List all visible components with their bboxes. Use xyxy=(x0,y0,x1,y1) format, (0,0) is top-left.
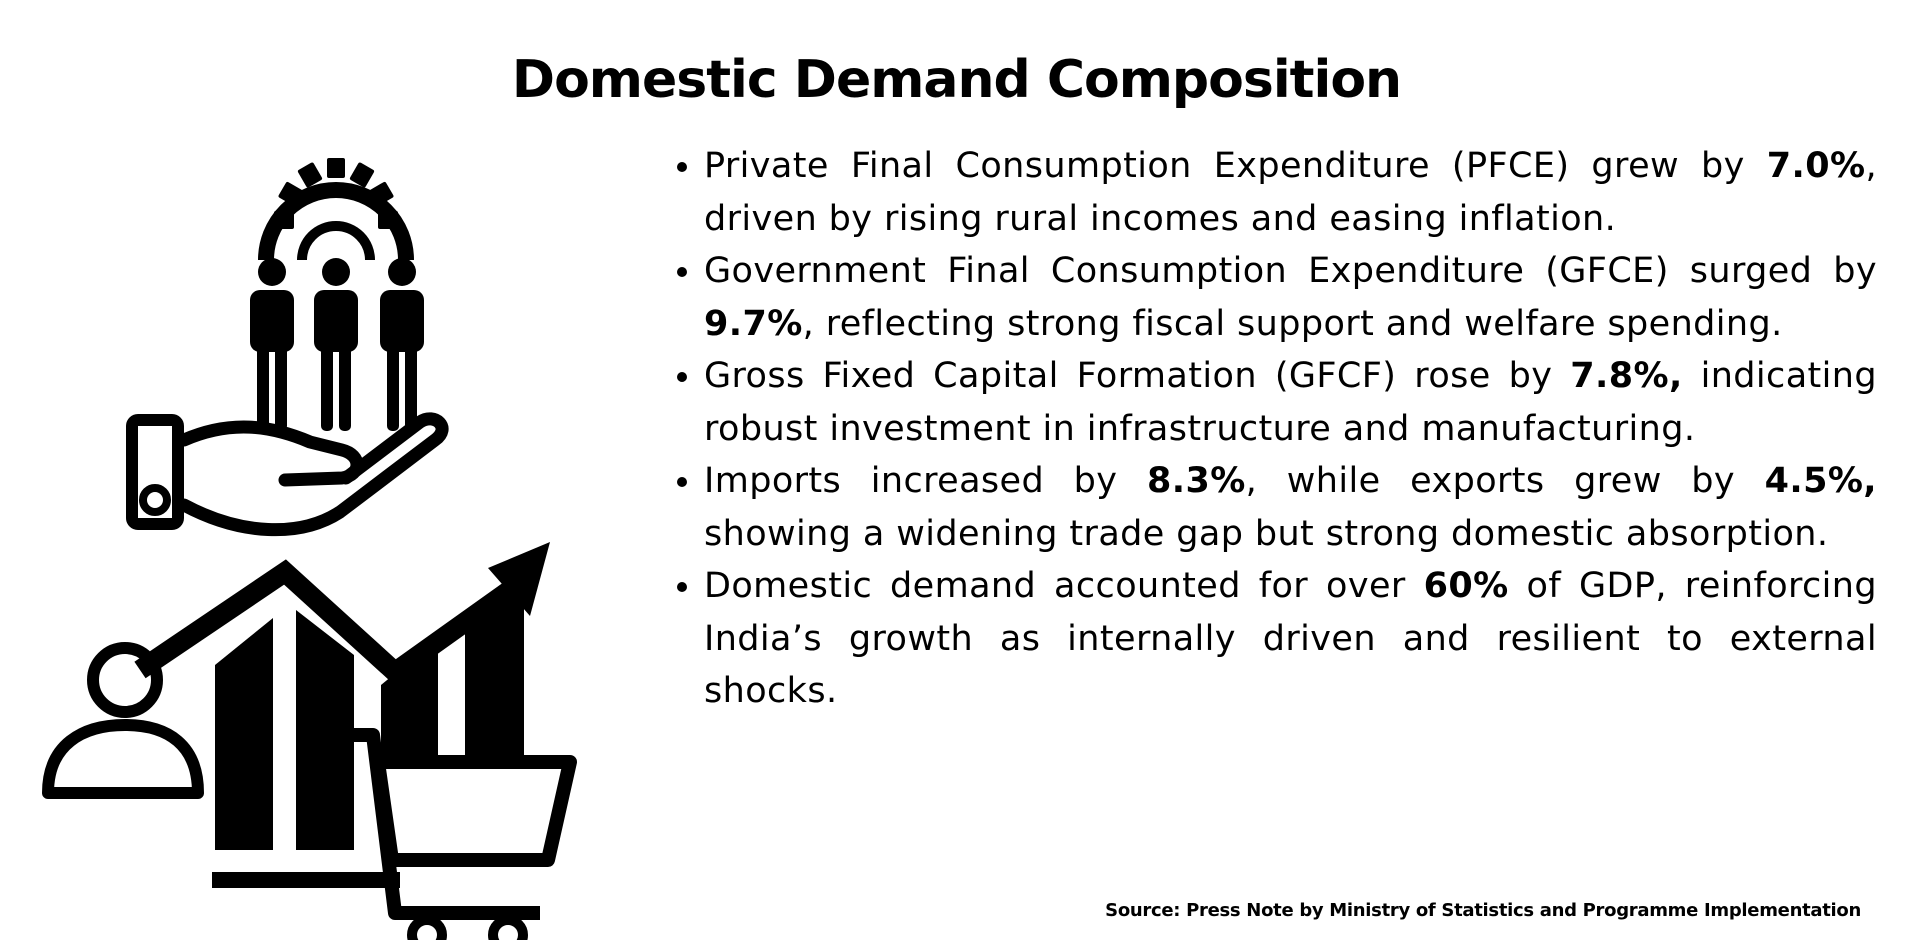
bullet-highlight: 7.0% xyxy=(1766,146,1866,186)
bullet-text: Domestic demand accounted for over xyxy=(704,566,1424,606)
demand-illustration xyxy=(42,158,577,940)
bullet-text: , while exports grew by xyxy=(1245,461,1765,501)
bullet-text: showing a widening trade gap but strong … xyxy=(704,513,1829,554)
trend-arrow-icon xyxy=(134,542,550,685)
bullet-item: Gross Fixed Capital Formation (GFCF) ros… xyxy=(704,350,1877,455)
bullet-text: Imports increased by xyxy=(704,461,1147,501)
person-icon xyxy=(42,642,204,799)
bullet-text: Government Final Consumption Expenditure… xyxy=(704,251,1877,291)
bullet-item: Private Final Consumption Expenditure (P… xyxy=(704,140,1877,245)
hand-icon xyxy=(126,412,449,537)
bullet-text: of GDP, reinforcing India’s growth as in… xyxy=(704,566,1877,711)
bullet-text: , reflecting strong fiscal support and w… xyxy=(802,303,1783,344)
bullet-highlight: 9.7% xyxy=(704,303,803,344)
bullet-item: Government Final Consumption Expenditure… xyxy=(704,245,1877,350)
source-note: Source: Press Note by Ministry of Statis… xyxy=(1105,900,1861,921)
bullet-text: , driven by rising rural incomes and eas… xyxy=(704,146,1877,239)
bullet-text: indicating robust investment in infrastr… xyxy=(704,356,1877,449)
bullet-item: Domestic demand accounted for over 60% o… xyxy=(704,560,1877,718)
bullet-text: Private Final Consumption Expenditure (P… xyxy=(704,146,1767,186)
shopping-cart-icon xyxy=(337,728,577,940)
bullet-item: Imports increased by 8.3%, while exports… xyxy=(704,455,1877,560)
gear-icon xyxy=(258,158,414,261)
bullet-text: Gross Fixed Capital Formation (GFCF) ros… xyxy=(704,356,1571,396)
bullet-highlight: 4.5%, xyxy=(1764,461,1877,501)
bullet-highlight: 60% xyxy=(1423,566,1509,606)
people-icon xyxy=(250,258,424,431)
bullet-highlight: 8.3% xyxy=(1147,461,1246,501)
bullet-list: Private Final Consumption Expenditure (P… xyxy=(662,140,1877,718)
page-title: Domestic Demand Composition xyxy=(511,50,1402,110)
bullet-highlight: 7.8%, xyxy=(1570,356,1683,396)
